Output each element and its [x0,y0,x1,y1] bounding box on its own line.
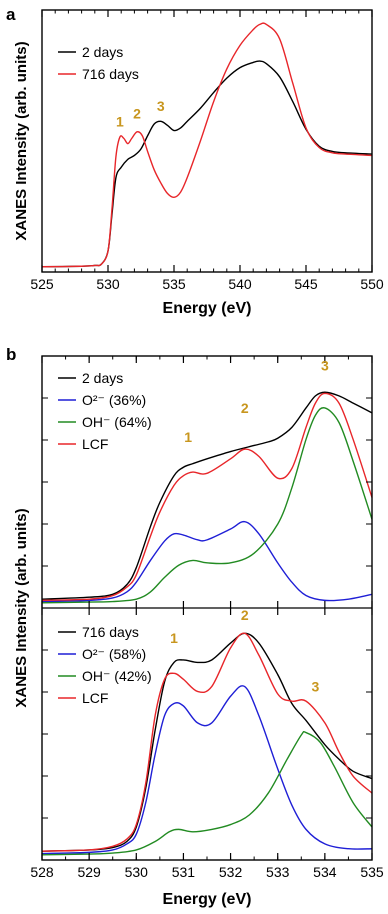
panel-a-series-716-days [41,22,373,268]
panel-b-top-series-2-days [41,391,373,600]
panel-a-letter: a [6,5,16,24]
panel-b-top-legend-label-lcf: LCF [82,436,108,452]
panel-b-x-tick-label-535: 535 [360,864,384,880]
panel-b-bottom-series-oh-42 [41,730,373,856]
panel-b-bottom-legend-label-lcf: LCF [82,690,108,706]
panel-a-legend-label-716-days: 716 days [82,66,139,82]
panel-b-bottom-peak-label-2: 2 [241,607,249,623]
panel-b-x-axis-label: Energy (eV) [163,891,252,908]
panel-a-y-axis-label: XANES Intensity (arb. units) [13,41,30,240]
panel-a-x-ticks: 525 530 535 540 545 550 [30,10,384,292]
panel-b-top-peak-label-1: 1 [184,429,192,445]
panel-b-top-series-lcf [41,392,373,602]
panel-b-top-series-o-36 [41,520,373,603]
panel-b-bottom-series-lcf [41,632,373,852]
panel-b-top-legend-label-oh-64: OH⁻ (64%) [82,414,152,430]
panel-b-bottom-legend-label-716-days: 716 days [82,624,139,640]
panel-b-bottom-series-716-days [41,632,373,852]
panel-a-x-tick-label-535: 535 [162,276,186,292]
panel-a-x-tick-label-530: 530 [96,276,120,292]
panel-a-legend: 2 days 716 days [58,44,139,82]
panel-a-x-tick-label-540: 540 [228,276,252,292]
panel-b-top-series [41,391,373,604]
panel-b-letter: b [6,345,16,364]
panel-a-peak-label-2: 2 [133,106,141,122]
panel-b-bottom-peak-label-1: 1 [170,630,178,646]
panel-a-x-tick-label-525: 525 [30,276,54,292]
panel-b-x-tick-label-533: 533 [266,864,290,880]
panel-a-x-axis-label: Energy (eV) [163,300,252,317]
panel-a-series [41,22,373,268]
panel-b-x-tick-label-528: 528 [30,864,54,880]
panel-b-bottom-series [41,632,373,856]
panel-b: 528 529 530 531 532 533 534 535 1 2 3 1 2 3 2 days O²… [13,355,384,908]
panel-a-peak-label-1: 1 [116,114,124,130]
panel-b-x-tick-label-530: 530 [125,864,149,880]
panel-b-y-axis-label: XANES Intensity (arb. units) [13,508,30,707]
panel-a-frame [41,9,373,273]
panel-b-x-tick-label-529: 529 [77,864,101,880]
panel-b-bottom-series-o-58 [41,685,373,855]
panel-b-x-tick-label-534: 534 [313,864,337,880]
panel-b-top-legend-label-2-days: 2 days [82,370,123,386]
panel-a-x-tick-label-545: 545 [294,276,318,292]
panel-a-legend-label-2-days: 2 days [82,44,123,60]
panel-b-bottom-peak-label-3: 3 [312,678,320,694]
panel-b-top-legend-label-o-36: O²⁻ (36%) [82,392,146,408]
panel-b-legends: 2 days O²⁻ (36%) OH⁻ (64%) LCF 716 days O²⁻ (… [58,370,152,706]
panel-b-bottom-legend-label-o-58: O²⁻ (58%) [82,646,146,662]
panel-b-x-ticks: 528 529 530 531 532 533 534 535 [30,355,384,880]
panel-b-top-peak-label-3: 3 [321,357,329,373]
panel-b-x-tick-label-532: 532 [219,864,243,880]
panel-b-top-peak-label-2: 2 [241,400,249,416]
panel-b-bottom-legend-label-oh-42: OH⁻ (42%) [82,668,152,684]
panel-a-series-2-days [41,60,373,268]
panel-b-top-series-oh-64 [41,407,373,604]
panel-a-x-tick-label-550: 550 [360,276,384,292]
panel-a-peak-label-3: 3 [157,98,165,114]
panel-b-x-tick-label-531: 531 [172,864,196,880]
